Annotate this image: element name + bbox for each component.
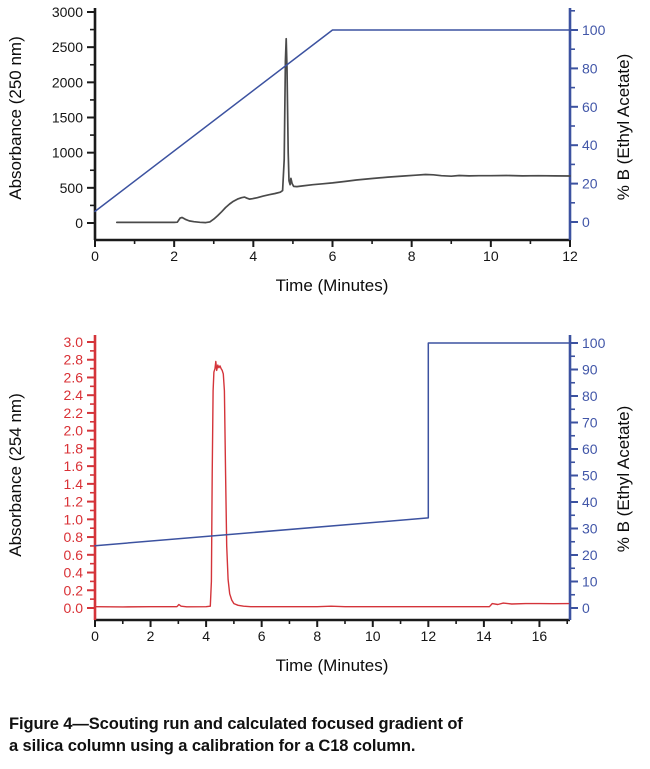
x-tick-label: 10: [483, 248, 499, 264]
left-y-tick-label: 2.8: [64, 352, 84, 368]
right-y-tick-label: 50: [582, 468, 598, 484]
right-y-tick-label: 90: [582, 362, 598, 378]
left-y-tick-label: 0.0: [64, 600, 84, 616]
left-y-tick-label: 1.4: [64, 476, 84, 492]
left-y-tick-label: 0.8: [64, 529, 84, 545]
left-y-tick-label: 2.0: [64, 423, 84, 439]
figure-caption: Figure 4—Scouting run and calculated foc…: [9, 714, 609, 758]
series-gradient-percent-b: [94, 342, 570, 547]
right-y-tick-label: 40: [582, 494, 598, 510]
x-tick-label: 4: [249, 248, 257, 264]
left-y-tick-label: 0.6: [64, 547, 84, 563]
left-y-tick-label: 0: [75, 215, 83, 231]
x-axis: 0 2 4 6 8 10 12 14 16: [91, 618, 570, 644]
x-tick-label: 10: [365, 628, 381, 644]
figure-caption-line-2: a silica column using a calibration for …: [9, 736, 416, 755]
left-y-axis-title: Absorbance (254 nm): [6, 393, 25, 556]
left-y-tick-label: 1.2: [64, 494, 84, 510]
left-y-tick-label: 500: [60, 180, 84, 196]
right-y-tick-label: 0: [582, 600, 590, 616]
left-y-tick-label: 2000: [52, 74, 83, 90]
right-y-tick-label: 0: [582, 214, 590, 230]
right-y-tick-label: 60: [582, 441, 598, 457]
right-y-tick-label: 20: [582, 547, 598, 563]
x-tick-label: 2: [147, 628, 155, 644]
left-y-tick-label: 2.4: [64, 387, 84, 403]
left-y-tick-label: 1500: [52, 110, 83, 126]
left-y-tick-label: 3000: [52, 4, 83, 20]
x-axis-title: Time (Minutes): [276, 656, 389, 675]
left-y-tick-label: 1.6: [64, 458, 84, 474]
right-y-tick-label: 80: [582, 60, 598, 76]
series-gradient-percent-b: [94, 29, 571, 213]
left-y-tick-label: 1.8: [64, 440, 84, 456]
x-tick-label: 16: [532, 628, 548, 644]
right-y-tick-label: 70: [582, 415, 598, 431]
x-tick-label: 12: [421, 628, 437, 644]
left-y-tick-label: 2.2: [64, 405, 84, 421]
x-tick-label: 6: [329, 248, 337, 264]
left-y-tick-label: 1.0: [64, 511, 84, 527]
x-tick-label: 0: [91, 248, 99, 264]
right-y-tick-label: 10: [582, 574, 598, 590]
x-tick-label: 8: [313, 628, 321, 644]
series-absorbance-254nm-trace: [94, 360, 570, 608]
right-y-tick-label: 20: [582, 176, 598, 192]
x-tick-label: 0: [91, 628, 99, 644]
x-tick-label: 8: [408, 248, 416, 264]
left-y-axis: 0.0 0.20.4 0.6 0.8 1.01.2 1.4 1.6 1.82.0 2.2 2.4 2…: [64, 334, 97, 620]
x-tick-label: 14: [476, 628, 492, 644]
left-y-tick-label: 1000: [52, 145, 83, 161]
left-y-tick-label: 0.4: [64, 565, 84, 581]
right-y-tick-label: 30: [582, 521, 598, 537]
x-tick-label: 12: [562, 248, 578, 264]
x-tick-label: 2: [170, 248, 178, 264]
right-y-axis-title: % B (Ethyl Acetate): [614, 54, 633, 200]
figure-caption-line-1: Figure 4—Scouting run and calculated foc…: [9, 715, 463, 733]
right-y-axis-title: % B (Ethyl Acetate): [614, 406, 633, 552]
right-y-axis: 0 20 40 60 80 100: [568, 8, 606, 240]
left-y-axis-title: Absorbance (250 nm): [6, 36, 25, 199]
right-y-axis: 0 10 20 30 40 50 60 70 80 90 100: [568, 335, 606, 620]
x-tick-label: 6: [258, 628, 266, 644]
left-y-tick-label: 2.6: [64, 369, 84, 385]
left-y-tick-label: 2500: [52, 39, 83, 55]
x-axis-title: Time (Minutes): [276, 276, 389, 295]
right-y-tick-label: 40: [582, 137, 598, 153]
series-absorbance-250nm-trace: [115, 37, 571, 224]
right-y-tick-label: 100: [582, 335, 606, 351]
left-y-axis: 0 500 1000 1500 2000 2500 3000: [52, 4, 97, 240]
x-axis: 0 2 4 6 8 10 12: [91, 238, 578, 264]
right-y-tick-label: 60: [582, 99, 598, 115]
left-y-tick-label: 0.2: [64, 582, 84, 598]
right-y-tick-label: 100: [582, 22, 606, 38]
left-y-tick-label: 3.0: [64, 334, 84, 350]
x-tick-label: 4: [202, 628, 210, 644]
right-y-tick-label: 80: [582, 388, 598, 404]
